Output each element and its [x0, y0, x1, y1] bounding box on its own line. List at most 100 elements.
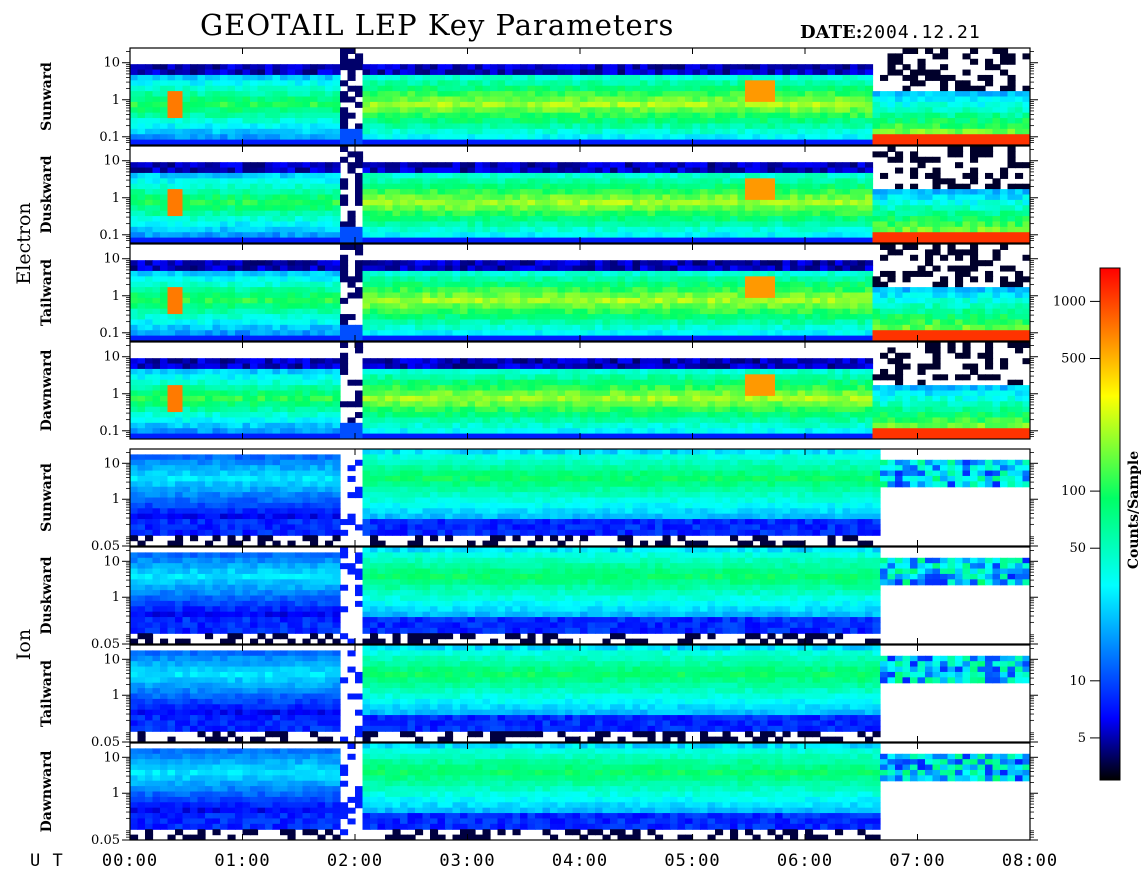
heatmap-cell: [812, 123, 821, 130]
heatmap-cell: [602, 319, 611, 326]
heatmap-cell: [790, 210, 799, 217]
heatmap-cell: [797, 189, 806, 196]
heatmap-cell: [482, 189, 491, 196]
heatmap-cell: [842, 74, 851, 81]
heatmap-cell: [805, 162, 814, 169]
heatmap-cell: [692, 216, 701, 223]
heatmap-cell: [812, 91, 821, 98]
heatmap-cell: [137, 232, 146, 239]
heatmap-cell: [137, 270, 146, 277]
heatmap-cell: [677, 265, 686, 272]
heatmap-cell: [257, 205, 266, 212]
heatmap-cell: [182, 167, 191, 174]
heatmap-cell: [355, 85, 364, 92]
heatmap-cell: [587, 260, 596, 267]
heatmap-cell: [632, 232, 641, 239]
heatmap-cell: [767, 221, 776, 228]
heatmap-cell: [527, 69, 536, 76]
heatmap-cell: [692, 118, 701, 125]
heatmap-cell: [602, 281, 611, 288]
heatmap-cell: [1022, 189, 1030, 196]
heatmap-cell: [1007, 221, 1016, 228]
heatmap-cell: [565, 297, 574, 304]
heatmap-cell: [332, 96, 341, 103]
heatmap-cell: [340, 53, 349, 60]
heatmap-cell: [467, 216, 476, 223]
heatmap-cell: [520, 324, 529, 331]
heatmap-cell: [347, 281, 356, 288]
heatmap-cell: [820, 189, 829, 196]
heatmap-cell: [752, 276, 761, 283]
heatmap-cell: [932, 96, 941, 103]
heatmap-cell: [910, 48, 919, 54]
heatmap-cell: [767, 123, 776, 130]
heatmap-cell: [317, 226, 326, 233]
heatmap-cell: [415, 134, 424, 141]
heatmap-cell: [715, 330, 724, 337]
heatmap-cell: [632, 118, 641, 125]
heatmap-cell: [250, 96, 259, 103]
heatmap-cell: [512, 287, 521, 294]
heatmap-cell: [355, 260, 364, 267]
heatmap-cell: [197, 319, 206, 326]
heatmap-cell: [587, 199, 596, 206]
heatmap-cell: [572, 314, 581, 321]
heatmap-cell: [497, 292, 506, 299]
heatmap-cell: [617, 335, 626, 341]
heatmap-cell: [370, 199, 379, 206]
heatmap-cell: [512, 189, 521, 196]
heatmap-cell: [235, 276, 244, 283]
heatmap-cell: [790, 96, 799, 103]
heatmap-cell: [745, 112, 754, 119]
heatmap-cell: [610, 178, 619, 185]
heatmap-cell: [655, 330, 664, 337]
heatmap-cell: [475, 178, 484, 185]
heatmap-cell: [430, 221, 439, 228]
heatmap-cell: [617, 281, 626, 288]
heatmap-cell: [212, 96, 221, 103]
heatmap-cell: [692, 210, 701, 217]
heatmap-cell: [310, 210, 319, 217]
heatmap-cell: [160, 330, 169, 337]
heatmap-cell: [235, 292, 244, 299]
heatmap-cell: [452, 162, 461, 169]
heatmap-cell: [542, 226, 551, 233]
heatmap-cell: [797, 216, 806, 223]
heatmap-cell: [647, 96, 656, 103]
heatmap-cell: [332, 265, 341, 272]
heatmap-cell: [317, 194, 326, 201]
heatmap-cell: [175, 205, 184, 212]
heatmap-cell: [182, 80, 191, 87]
heatmap-cell: [625, 172, 634, 179]
heatmap-cell: [482, 221, 491, 228]
heatmap-cell: [227, 221, 236, 228]
heatmap-cell: [377, 265, 386, 272]
heatmap-cell: [745, 314, 754, 321]
heatmap-cell: [820, 308, 829, 315]
heatmap-cell: [355, 265, 364, 272]
heatmap-cell: [385, 314, 394, 321]
heatmap-cell: [242, 260, 251, 267]
heatmap-cell: [505, 199, 514, 206]
heatmap-cell: [722, 118, 731, 125]
heatmap-cell: [362, 226, 371, 233]
heatmap-cell: [542, 172, 551, 179]
heatmap-cell: [662, 91, 671, 98]
heatmap-cell: [407, 270, 416, 277]
heatmap-cell: [310, 319, 319, 326]
heatmap-cell: [377, 226, 386, 233]
heatmap-cell: [572, 281, 581, 288]
heatmap-cell: [880, 205, 889, 212]
heatmap-cell: [782, 107, 791, 114]
heatmap-cell: [302, 221, 311, 228]
heatmap-cell: [842, 64, 851, 71]
heatmap-cell: [332, 199, 341, 206]
heatmap-cell: [550, 74, 559, 81]
heatmap-cell: [730, 101, 739, 108]
heatmap-cell: [670, 319, 679, 326]
heatmap-cell: [460, 96, 469, 103]
heatmap-cell: [745, 276, 754, 283]
heatmap-cell: [310, 232, 319, 239]
heatmap-cell: [760, 265, 769, 272]
heatmap-cell: [332, 270, 341, 277]
